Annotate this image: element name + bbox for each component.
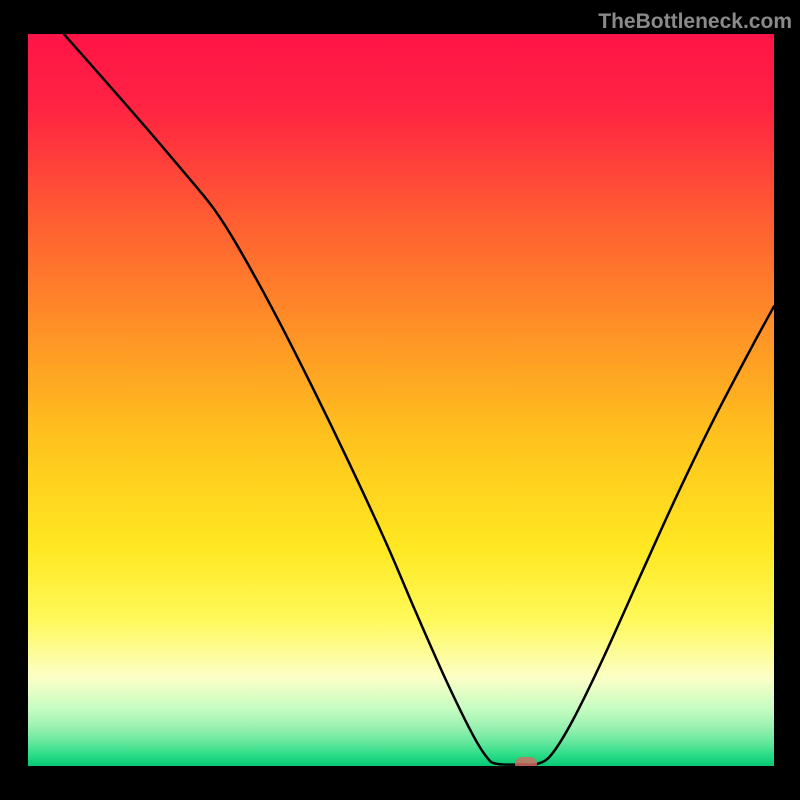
gradient-background [28,34,774,766]
chart-container: TheBottleneck.com [0,0,800,800]
watermark-text: TheBottleneck.com [598,10,792,34]
plot-area [28,34,774,766]
